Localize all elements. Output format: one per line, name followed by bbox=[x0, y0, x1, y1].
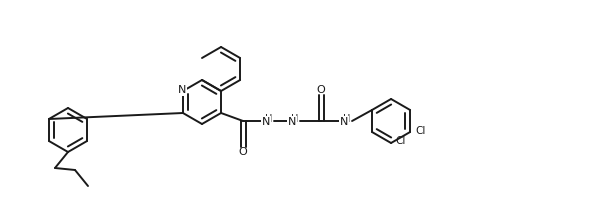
Text: N: N bbox=[340, 117, 349, 127]
Text: H: H bbox=[343, 114, 351, 124]
Text: O: O bbox=[239, 147, 248, 157]
Text: H: H bbox=[291, 114, 299, 124]
Text: O: O bbox=[316, 85, 326, 95]
Text: N: N bbox=[262, 117, 270, 127]
Text: Cl: Cl bbox=[396, 136, 406, 146]
Text: Cl: Cl bbox=[415, 126, 425, 136]
Text: N: N bbox=[288, 117, 296, 127]
Text: N: N bbox=[178, 85, 186, 95]
Text: H: H bbox=[265, 114, 273, 124]
